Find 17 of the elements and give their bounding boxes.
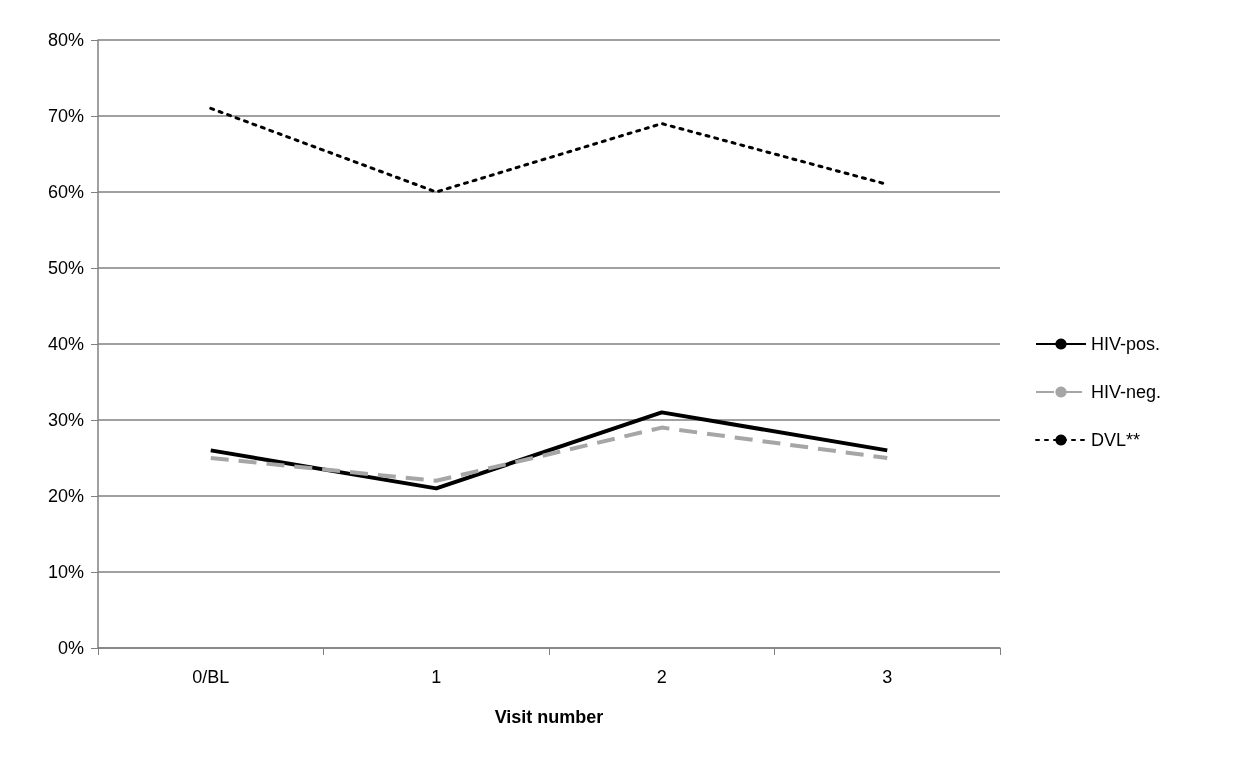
y-tick-label: 0% <box>57 638 84 658</box>
legend-label: HIV-pos. <box>1091 334 1161 354</box>
y-tick-label: 70% <box>47 106 84 126</box>
y-tick-label: 40% <box>47 334 84 354</box>
x-axis-title: Visit number <box>494 707 604 727</box>
legend-label: HIV-neg. <box>1091 382 1162 402</box>
y-tick-label: 30% <box>47 410 84 430</box>
y-tick-label: 50% <box>47 258 84 278</box>
x-tick-label: 0/BL <box>192 667 230 687</box>
y-tick-label: 60% <box>47 182 84 202</box>
y-tick-label: 20% <box>47 486 84 506</box>
x-tick-label: 1 <box>431 667 442 687</box>
legend-label: DVL** <box>1091 430 1141 450</box>
x-tick-label: 2 <box>656 667 667 687</box>
x-tick-label: 3 <box>882 667 893 687</box>
y-tick-label: 10% <box>47 562 84 582</box>
y-tick-label: 80% <box>47 30 84 50</box>
